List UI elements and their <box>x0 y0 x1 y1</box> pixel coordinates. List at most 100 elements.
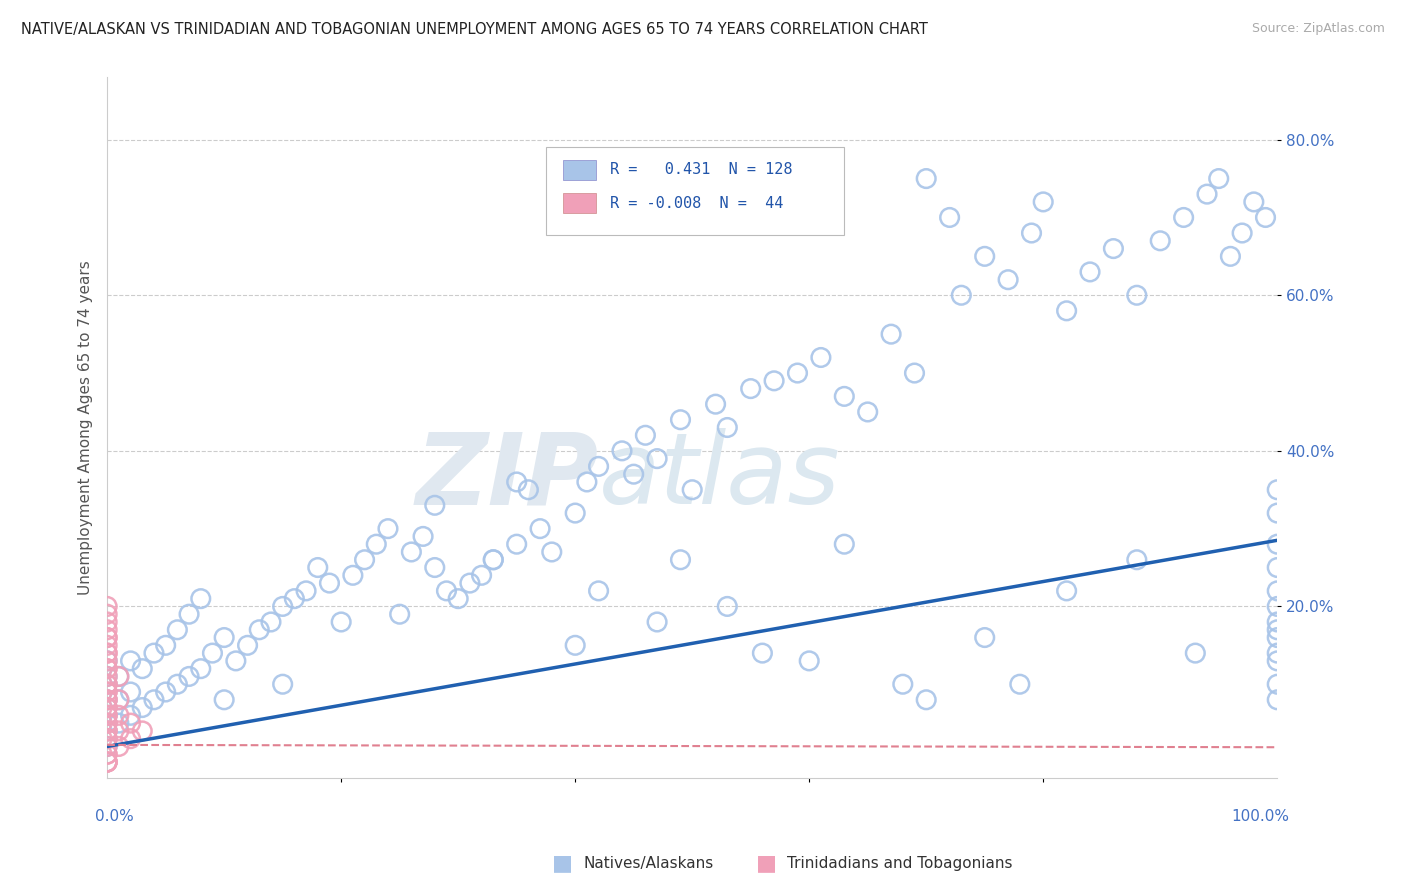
Point <box>96 700 118 714</box>
Point <box>96 731 118 746</box>
Point <box>155 638 177 652</box>
Point <box>96 669 118 683</box>
Point <box>120 654 142 668</box>
Point <box>96 677 118 691</box>
Point <box>810 351 832 365</box>
Point <box>96 631 118 645</box>
Point <box>588 583 610 598</box>
Point <box>96 731 118 746</box>
Text: atlas: atlas <box>599 428 841 525</box>
Point <box>1265 615 1288 629</box>
Point <box>96 716 118 731</box>
Point <box>295 583 318 598</box>
Point <box>96 615 118 629</box>
Point <box>588 459 610 474</box>
Point <box>1126 553 1149 567</box>
Point <box>704 397 727 411</box>
Point <box>96 662 118 676</box>
Point <box>938 211 960 225</box>
Point <box>482 553 505 567</box>
Point <box>1265 631 1288 645</box>
Point <box>330 615 353 629</box>
Text: ■: ■ <box>553 854 572 873</box>
Point <box>108 739 131 754</box>
Point <box>505 475 527 489</box>
Point <box>96 607 118 622</box>
Point <box>973 631 995 645</box>
Point <box>915 171 938 186</box>
Point <box>1056 303 1078 318</box>
Point <box>366 537 388 551</box>
Point <box>131 723 153 738</box>
Point <box>96 700 118 714</box>
Point <box>564 638 586 652</box>
Point <box>834 389 856 403</box>
Point <box>271 599 294 614</box>
Point <box>166 677 188 691</box>
Y-axis label: Unemployment Among Ages 65 to 74 years: Unemployment Among Ages 65 to 74 years <box>79 260 93 595</box>
Point <box>96 723 118 738</box>
Point <box>458 576 481 591</box>
Point <box>96 708 118 723</box>
Point <box>353 553 375 567</box>
Text: Natives/Alaskans: Natives/Alaskans <box>583 856 714 871</box>
Point <box>96 747 118 762</box>
Point <box>96 739 118 754</box>
Point <box>96 755 118 769</box>
Point <box>1219 249 1241 263</box>
Point <box>377 522 399 536</box>
Point <box>1265 693 1288 707</box>
Point <box>96 747 118 762</box>
Point <box>120 716 142 731</box>
Point <box>447 591 470 606</box>
Point <box>96 669 118 683</box>
Point <box>1265 677 1288 691</box>
Text: 100.0%: 100.0% <box>1230 809 1289 824</box>
Point <box>271 677 294 691</box>
Point <box>96 739 118 754</box>
Point <box>96 685 118 699</box>
Point <box>1265 646 1288 660</box>
Point <box>318 576 340 591</box>
Point <box>96 755 118 769</box>
Point <box>96 631 118 645</box>
Point <box>96 662 118 676</box>
Point <box>108 669 131 683</box>
Point <box>96 693 118 707</box>
Point <box>799 654 821 668</box>
Point <box>634 428 657 442</box>
Point <box>1008 677 1031 691</box>
Point <box>260 615 283 629</box>
Point <box>120 708 142 723</box>
Point <box>177 669 200 683</box>
Point <box>412 529 434 543</box>
Point <box>177 607 200 622</box>
Point <box>236 638 259 652</box>
Point <box>423 560 446 574</box>
Point <box>716 599 738 614</box>
Point <box>212 693 235 707</box>
Point <box>212 631 235 645</box>
Point <box>880 327 903 342</box>
Text: Trinidadians and Tobagonians: Trinidadians and Tobagonians <box>787 856 1012 871</box>
Point <box>96 677 118 691</box>
Point <box>1265 623 1288 637</box>
Point <box>96 654 118 668</box>
Point <box>307 560 329 574</box>
Point <box>120 685 142 699</box>
Point <box>96 654 118 668</box>
Point <box>645 615 668 629</box>
Point <box>517 483 540 497</box>
Point <box>471 568 494 582</box>
Point <box>96 708 118 723</box>
Point <box>96 723 118 738</box>
Point <box>973 249 995 263</box>
Point <box>1265 506 1288 520</box>
Point <box>740 382 762 396</box>
Point <box>564 506 586 520</box>
Point <box>669 553 692 567</box>
Point <box>96 685 118 699</box>
Point <box>505 537 527 551</box>
Point <box>1265 483 1288 497</box>
Point <box>96 599 118 614</box>
